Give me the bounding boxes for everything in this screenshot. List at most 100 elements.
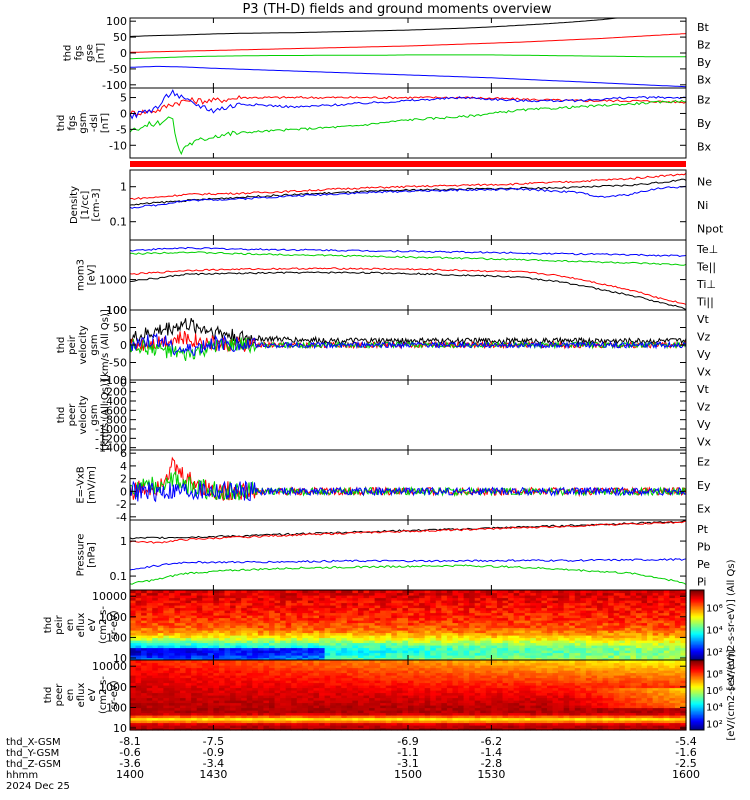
spectrogram-cell [402, 685, 409, 689]
spectrogram-cell [369, 695, 376, 699]
spectrogram-cell [252, 622, 259, 626]
spectrogram-cell [341, 685, 348, 689]
spectrogram-cell [324, 607, 331, 611]
spectrogram-cell [207, 692, 214, 696]
spectrogram-cell [146, 667, 153, 671]
spectrogram-cell [585, 652, 593, 656]
spectrogram-cell [469, 635, 476, 639]
spectrogram-cell [419, 665, 426, 669]
spectrogram-cell [285, 722, 292, 726]
spectrogram-cell [469, 595, 476, 599]
spectrogram-cell [230, 632, 237, 636]
spectrogram-cell [346, 690, 353, 694]
spectrogram-cell [130, 700, 137, 704]
spectrogram-cell [530, 610, 537, 614]
spectrogram-cell [180, 662, 187, 666]
spectrogram-cell [385, 667, 392, 671]
spectrogram-cell [263, 670, 270, 674]
spectrogram-cell [319, 667, 326, 671]
spectrogram-cell [218, 612, 226, 616]
spectrogram-cell [257, 695, 265, 699]
spectrogram-cell [369, 672, 376, 676]
spectrogram-cell [491, 725, 498, 729]
spectrogram-cell [391, 695, 398, 699]
spectrogram-cell [202, 602, 209, 606]
spectrogram-cell [641, 595, 648, 599]
spectrogram-cell [191, 627, 198, 631]
spectrogram-cell [218, 665, 226, 669]
spectrogram-cell [269, 590, 276, 594]
spectrogram-cell [585, 657, 593, 661]
spectrogram-cell [135, 600, 142, 604]
spectrogram-cell [552, 620, 559, 624]
spectrogram-cell [619, 590, 626, 594]
spectrogram-cell [346, 617, 353, 621]
spectrogram-cell [191, 637, 198, 641]
spectrogram-cell [474, 690, 481, 694]
spectrogram-cell [580, 647, 587, 651]
colorbar-cell [690, 622, 704, 625]
spectrogram-cell [396, 622, 404, 626]
spectrogram-cell [663, 595, 670, 599]
spectrogram-cell [352, 660, 359, 664]
spectrogram-cell [452, 692, 459, 696]
spectrogram-cell [357, 645, 365, 649]
spectrogram-cell [558, 620, 565, 624]
spectrogram-cell [330, 612, 337, 616]
spectrogram-cell [263, 710, 270, 714]
spectrogram-cell [252, 640, 259, 644]
spectrogram-cell [424, 697, 431, 701]
spectrogram-cell [235, 610, 242, 614]
spectrogram-cell [680, 610, 687, 614]
spectrogram-cell [524, 622, 531, 626]
spectrogram-cell [352, 642, 359, 646]
spectrogram-cell [157, 635, 164, 639]
spectrogram-cell [519, 622, 526, 626]
spectrogram-cell [291, 632, 298, 636]
spectrogram-cell [424, 722, 431, 726]
spectrogram-cell [430, 667, 437, 671]
spectrogram-cell [152, 642, 159, 646]
spectrogram-cell [346, 620, 353, 624]
spectrogram-cell [330, 630, 337, 634]
spectrogram-cell [408, 667, 415, 671]
spectrogram-cell [535, 597, 543, 601]
spectrogram-cell [402, 660, 409, 664]
spectrogram-cell [180, 617, 187, 621]
series-label: Ne [697, 176, 712, 189]
spectrogram-cell [319, 657, 326, 661]
spectrogram-cell [630, 655, 637, 659]
spectrogram-cell [302, 642, 309, 646]
spectrogram-cell [624, 635, 631, 639]
spectrogram-cell [485, 630, 492, 634]
spectrogram-cell [319, 612, 326, 616]
spectrogram-cell [474, 712, 481, 716]
spectrogram-cell [458, 700, 465, 704]
spectrogram-cell [313, 600, 320, 604]
spectrogram-cell [491, 620, 498, 624]
spectrogram-cell [385, 657, 392, 661]
spectrogram-cell [435, 632, 442, 636]
spectrogram-cell [274, 655, 281, 659]
spectrogram-cell [341, 625, 348, 629]
spectrogram-cell [252, 720, 259, 724]
spectrogram-cell [519, 600, 526, 604]
spectrogram-cell [291, 695, 298, 699]
spectrogram-cell [585, 605, 593, 609]
spectrogram-cell [369, 590, 376, 594]
spectrogram-cell [446, 600, 454, 604]
spectrogram-cell [369, 657, 376, 661]
spectrogram-cell [207, 700, 214, 704]
spectrogram-cell [185, 607, 192, 611]
spectrogram-cell [163, 710, 170, 714]
spectrogram-cell [502, 600, 509, 604]
spectrogram-cell [335, 625, 342, 629]
spectrogram-cell [385, 660, 392, 664]
spectrogram-cell [230, 637, 237, 641]
spectrogram-cell [458, 685, 465, 689]
spectrogram-cell [357, 710, 365, 714]
spectrogram-cell [446, 590, 454, 594]
spectrogram-cell [257, 607, 265, 611]
spectrogram-cell [563, 645, 570, 649]
spectrogram-cell [480, 727, 487, 731]
